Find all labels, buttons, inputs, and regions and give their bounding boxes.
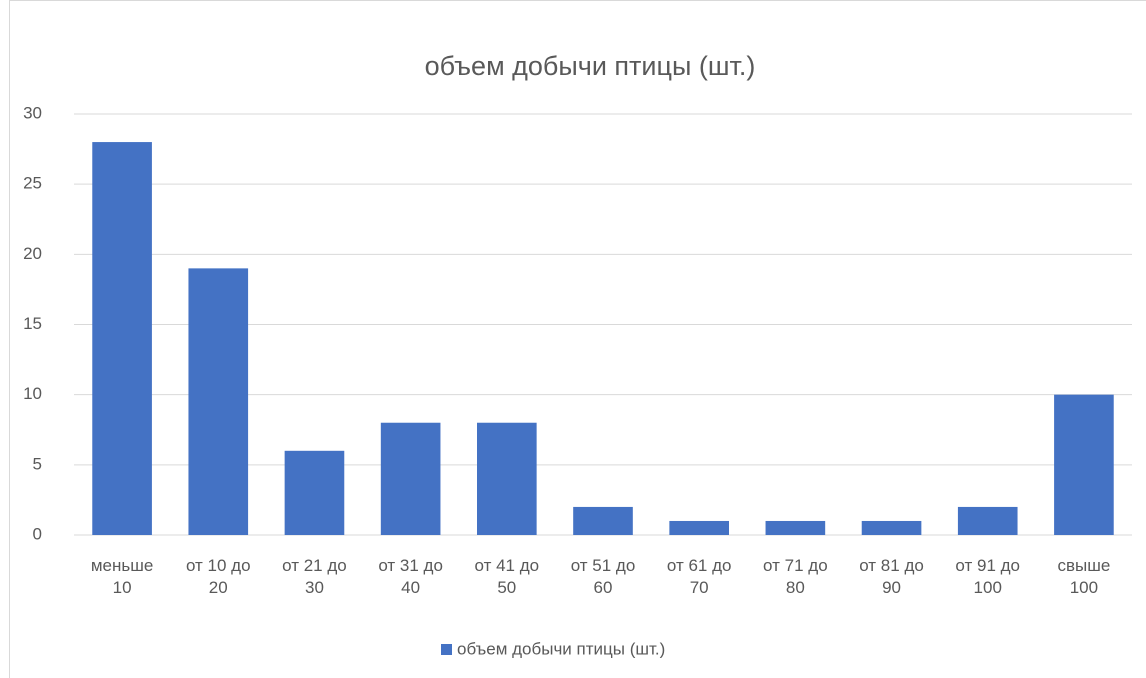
x-tick-label: от 71 до 80 <box>763 556 828 597</box>
x-tick-label: от 10 до 20 <box>185 556 251 597</box>
chart-title: объем добычи птицы (шт.) <box>425 51 756 81</box>
bar <box>765 520 826 535</box>
bar <box>477 422 537 535</box>
y-tick-label: 20 <box>23 244 42 263</box>
x-tick-label: от 91 до 100 <box>955 556 1021 597</box>
y-tick-label: 5 <box>33 454 42 473</box>
x-tick-label: от 81 до 90 <box>859 556 924 597</box>
legend-swatch <box>441 644 452 655</box>
y-tick-label: 0 <box>33 524 42 543</box>
bar <box>284 450 345 535</box>
bar <box>380 422 441 535</box>
x-tick-label: от 21 до 30 <box>282 556 347 597</box>
x-tick-label: от 51 до 60 <box>570 556 636 597</box>
x-tick-label: от 41 до 50 <box>474 556 540 597</box>
x-tick-label: от 61 до 70 <box>666 556 732 597</box>
bar <box>1054 394 1114 535</box>
bar <box>573 506 633 535</box>
y-tick-label: 30 <box>23 103 42 122</box>
x-tick-label: свыше 100 <box>1057 556 1111 597</box>
bar <box>957 506 1018 535</box>
y-tick-label: 15 <box>23 314 42 333</box>
bar <box>188 268 249 535</box>
x-tick-label: меньше 10 <box>90 556 154 597</box>
bar <box>861 520 922 535</box>
bar <box>669 520 729 535</box>
x-tick-label: от 31 до 40 <box>378 556 443 597</box>
legend-label: объем добычи птицы (шт.) <box>457 639 665 658</box>
y-tick-label: 25 <box>23 174 42 193</box>
y-tick-label: 10 <box>23 384 42 403</box>
bar <box>92 142 152 536</box>
